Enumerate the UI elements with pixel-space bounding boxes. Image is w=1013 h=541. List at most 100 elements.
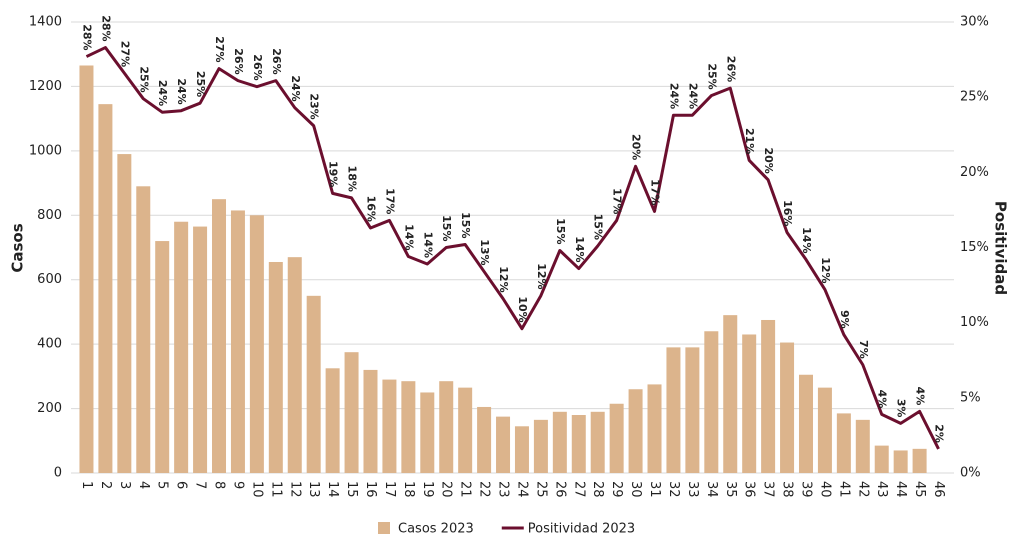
bar (496, 416, 511, 473)
x-tick-label: 7 (193, 481, 208, 489)
x-tick-label: 28 (590, 481, 605, 498)
x-tick-label: 27 (571, 481, 586, 498)
x-tick-label: 11 (268, 481, 283, 498)
bar (514, 426, 529, 473)
bar (363, 369, 378, 473)
bar (155, 241, 170, 473)
y-tick-label: 1200 (29, 79, 62, 94)
y2-tick-label: 25% (960, 90, 989, 105)
x-tick-label: 42 (855, 481, 870, 498)
data-label: 23% (308, 93, 321, 119)
data-label: 14% (573, 236, 586, 262)
y2-tick-label: 30% (960, 15, 989, 30)
bar (439, 381, 454, 473)
x-tick-label: 20 (439, 481, 454, 498)
bar (174, 221, 189, 473)
x-tick-label: 2 (98, 481, 113, 489)
data-label: 3% (895, 399, 908, 418)
data-label: 27% (118, 41, 131, 67)
bar (685, 347, 700, 473)
bar (230, 210, 245, 474)
bar (798, 374, 813, 473)
bar (609, 403, 624, 473)
data-label: 28% (99, 15, 112, 41)
x-tick-label: 18 (401, 481, 416, 498)
x-tick-label: 23 (496, 481, 511, 498)
data-label: 26% (232, 48, 245, 74)
y2-axis-title: Positividad (992, 201, 1010, 295)
data-label: 24% (289, 75, 302, 101)
x-tick-label: 43 (874, 481, 889, 498)
data-label: 20% (630, 134, 643, 160)
data-label: 13% (478, 239, 491, 265)
bar (780, 342, 795, 473)
y2-tick-label: 20% (960, 165, 989, 180)
x-tick-label: 37 (761, 481, 776, 498)
bar (817, 387, 832, 473)
x-tick-label: 14 (325, 481, 340, 498)
bar (249, 215, 264, 474)
x-tick-label: 9 (230, 481, 245, 489)
x-tick-label: 33 (685, 481, 700, 498)
x-tick-label: 39 (798, 481, 813, 498)
bar (836, 413, 851, 473)
bar (136, 186, 151, 474)
y2-tick-label: 10% (960, 315, 989, 330)
x-tick-label: 26 (552, 481, 567, 498)
bar (458, 387, 473, 473)
data-label: 24% (686, 83, 699, 109)
x-tick-label: 35 (723, 481, 738, 498)
data-label: 26% (251, 54, 264, 80)
y-tick-label: 400 (37, 337, 62, 352)
bar (420, 392, 435, 473)
data-label: 12% (497, 266, 510, 292)
bar (571, 415, 586, 473)
data-label: 15% (554, 218, 567, 244)
y2-tick-label: 0% (960, 466, 981, 481)
data-label: 27% (213, 36, 226, 62)
x-tick-label: 6 (174, 481, 189, 489)
x-tick-label: 31 (647, 481, 662, 498)
data-label: 16% (364, 196, 377, 222)
x-tick-label: 24 (514, 481, 529, 498)
data-label: 21% (743, 128, 756, 154)
data-label: 14% (800, 227, 813, 253)
x-tick-label: 3 (117, 481, 132, 489)
x-tick-label: 40 (817, 481, 832, 498)
x-tick-label: 17 (382, 481, 397, 498)
x-tick-label: 1 (79, 481, 94, 489)
data-label: 14% (402, 224, 415, 250)
bar (325, 368, 340, 473)
bar (344, 352, 359, 473)
y-axis-title: Casos (9, 223, 27, 272)
bar (401, 381, 416, 473)
data-label: 17% (383, 188, 396, 214)
bar (893, 450, 908, 473)
legend-swatch (378, 522, 390, 534)
x-tick-label: 22 (477, 481, 492, 498)
data-label: 10% (516, 296, 529, 322)
y-tick-label: 0 (54, 466, 62, 481)
x-tick-label: 41 (836, 481, 851, 498)
data-label: 16% (781, 200, 794, 226)
bar (98, 104, 113, 474)
data-label: 20% (762, 148, 775, 174)
x-tick-label: 15 (344, 481, 359, 498)
data-label: 19% (327, 161, 340, 187)
x-tick-label: 5 (155, 481, 170, 489)
x-tick-label: 29 (609, 481, 624, 498)
bar (79, 65, 94, 473)
y-tick-label: 1000 (29, 143, 62, 158)
bar (855, 419, 870, 473)
data-label: 28% (80, 24, 93, 50)
bar (874, 445, 889, 473)
data-label: 25% (705, 63, 718, 89)
x-tick-label: 19 (420, 481, 435, 498)
x-tick-label: 4 (136, 481, 151, 489)
x-tick-label: 46 (931, 481, 946, 498)
y2-tick-label: 15% (960, 240, 989, 255)
x-tick-label: 8 (212, 481, 227, 489)
y-tick-label: 800 (37, 208, 62, 223)
y-tick-label: 200 (37, 401, 62, 416)
data-label: 24% (156, 80, 169, 106)
